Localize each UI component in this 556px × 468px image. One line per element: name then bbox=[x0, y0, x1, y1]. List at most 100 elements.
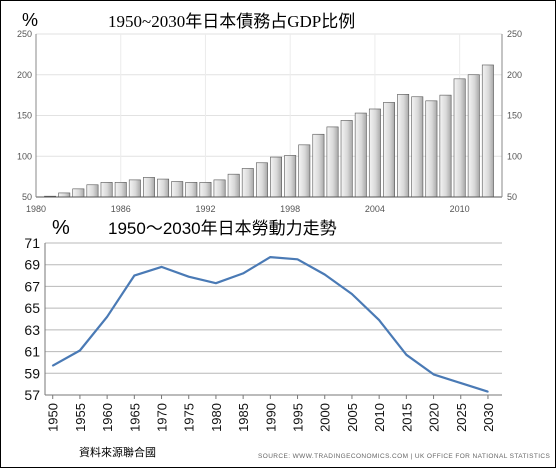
source-credit: SOURCE: WWW.TRADINGECONOMICS.COM | UK OF… bbox=[258, 453, 551, 460]
labor-point-1950 bbox=[51, 364, 54, 367]
debt-ytick-left-100: 100 bbox=[17, 151, 32, 161]
debt-ytick-right-200: 200 bbox=[507, 70, 522, 80]
debt-xtick-2004: 2004 bbox=[365, 204, 385, 214]
labor-xtick-1955: 1955 bbox=[73, 403, 88, 432]
labor-ytick-65: 65 bbox=[24, 300, 40, 316]
debt-bar-2002 bbox=[340, 120, 353, 198]
labor-xtick-2000: 2000 bbox=[318, 403, 333, 432]
debt-bar-1995 bbox=[241, 168, 254, 198]
labor-point-2000 bbox=[323, 273, 326, 276]
debt-xtick-2010: 2010 bbox=[450, 204, 470, 214]
labor-point-1955 bbox=[79, 349, 81, 352]
source-note: 資料來源聯合國 bbox=[79, 445, 156, 459]
debt-ytick-right-250: 250 bbox=[507, 29, 522, 39]
debt-bar-1998 bbox=[284, 155, 297, 198]
labor-point-2030 bbox=[487, 390, 489, 393]
labor-xtick-1975: 1975 bbox=[182, 403, 197, 432]
labor-ytick-67: 67 bbox=[24, 278, 40, 294]
labor-point-1975 bbox=[187, 275, 190, 278]
labor-ytick-61: 61 bbox=[24, 344, 40, 360]
debt-xtick-1986: 1986 bbox=[111, 204, 131, 214]
labor-point-1990 bbox=[269, 256, 272, 258]
labor-ytick-57: 57 bbox=[24, 387, 40, 403]
labor-point-2020 bbox=[432, 373, 435, 376]
debt-bar-2005 bbox=[383, 102, 395, 198]
labor-ytick-63: 63 bbox=[24, 322, 40, 338]
labor-xtick-1985: 1985 bbox=[236, 403, 251, 432]
debt-bar-1996 bbox=[255, 162, 268, 198]
labor-chart-tick-labels: 57 59 61 63 65 67 69 71 1950 1955 1960 1965 1970 1975… bbox=[24, 235, 496, 432]
debt-ytick-left-200: 200 bbox=[17, 70, 32, 80]
debt-bar-2011 bbox=[467, 74, 480, 198]
labor-line-chart: 57 59 61 63 65 67 69 71 1950 1955 1960 1965 1970 1975… bbox=[24, 217, 502, 432]
labor-chart-series bbox=[51, 256, 489, 393]
labor-xtick-1950: 1950 bbox=[46, 403, 61, 432]
labor-chart-ylabel: % bbox=[52, 217, 70, 239]
labor-xtick-2005: 2005 bbox=[345, 403, 360, 432]
debt-bar-chart: 50 50 100 100 150 150 200 200 250 250 1980 1986 1992… bbox=[17, 10, 522, 214]
labor-point-1980 bbox=[215, 282, 217, 284]
debt-ytick-left-150: 150 bbox=[17, 111, 32, 121]
labor-ytick-59: 59 bbox=[24, 365, 40, 381]
debt-bar-2001 bbox=[326, 126, 339, 198]
labor-point-2025 bbox=[459, 382, 462, 384]
debt-ytick-right-150: 150 bbox=[507, 111, 522, 121]
debt-ytick-right-100: 100 bbox=[507, 151, 522, 161]
debt-bar-2009 bbox=[439, 94, 452, 198]
labor-series-line bbox=[52, 256, 489, 393]
debt-chart-tick-labels: 50 50 100 100 150 150 200 200 250 250 1980 1986 1992… bbox=[17, 29, 522, 214]
labor-xtick-1990: 1990 bbox=[263, 403, 278, 432]
debt-bar-2010 bbox=[453, 78, 466, 198]
debt-chart-ylabel: % bbox=[22, 10, 38, 30]
debt-bar-2000 bbox=[312, 133, 325, 198]
debt-chart-title: 1950~2030年日本債務占GDP比例 bbox=[108, 12, 355, 31]
labor-xtick-2030: 2030 bbox=[481, 403, 496, 432]
labor-xtick-1960: 1960 bbox=[100, 403, 115, 432]
labor-xtick-2025: 2025 bbox=[454, 403, 469, 432]
debt-bar-1989 bbox=[157, 178, 170, 198]
labor-point-2015 bbox=[405, 354, 408, 356]
debt-xtick-1980: 1980 bbox=[26, 204, 46, 214]
debt-chart-axes bbox=[35, 34, 503, 198]
labor-point-1970 bbox=[160, 266, 163, 268]
debt-bar-2006 bbox=[397, 94, 410, 198]
labor-xtick-2020: 2020 bbox=[427, 403, 442, 432]
labor-chart-title: 1950～2030年日本勞動力走勢 bbox=[108, 219, 337, 238]
debt-bar-1993 bbox=[213, 179, 226, 198]
debt-ytick-right-50: 50 bbox=[507, 192, 517, 202]
debt-bar-1985 bbox=[100, 182, 113, 198]
labor-point-1995 bbox=[296, 258, 299, 261]
debt-bar-2008 bbox=[425, 100, 438, 198]
debt-ytick-left-50: 50 bbox=[22, 192, 32, 202]
debt-bar-1988 bbox=[143, 177, 155, 198]
debt-bar-2012 bbox=[481, 64, 494, 198]
debt-bar-1991 bbox=[185, 182, 198, 198]
debt-bar-1987 bbox=[128, 179, 141, 198]
labor-ytick-71: 71 bbox=[24, 235, 40, 251]
labor-xtick-1995: 1995 bbox=[291, 403, 306, 432]
debt-xtick-1998: 1998 bbox=[280, 204, 300, 214]
debt-bar-2007 bbox=[411, 96, 424, 198]
labor-chart-axes bbox=[44, 243, 502, 399]
debt-bar-1984 bbox=[86, 184, 99, 198]
debt-bar-1982 bbox=[58, 192, 71, 198]
debt-bar-1983 bbox=[72, 188, 85, 198]
debt-bar-2003 bbox=[354, 112, 367, 198]
debt-bar-1992 bbox=[199, 182, 212, 198]
labor-point-2010 bbox=[378, 319, 380, 321]
labor-chart-gridlines bbox=[45, 242, 502, 374]
labor-xtick-2015: 2015 bbox=[399, 403, 414, 432]
labor-xtick-1965: 1965 bbox=[127, 403, 142, 432]
debt-bar-2004 bbox=[368, 108, 381, 198]
debt-bar-1990 bbox=[171, 181, 184, 198]
labor-xtick-1970: 1970 bbox=[155, 403, 170, 432]
debt-bar-1999 bbox=[298, 144, 311, 198]
labor-ytick-69: 69 bbox=[24, 257, 40, 273]
labor-point-1965 bbox=[133, 274, 136, 277]
labor-point-1960 bbox=[106, 316, 108, 318]
debt-bar-1997 bbox=[270, 156, 283, 198]
labor-point-1985 bbox=[242, 272, 244, 275]
debt-xtick-1992: 1992 bbox=[195, 204, 215, 214]
